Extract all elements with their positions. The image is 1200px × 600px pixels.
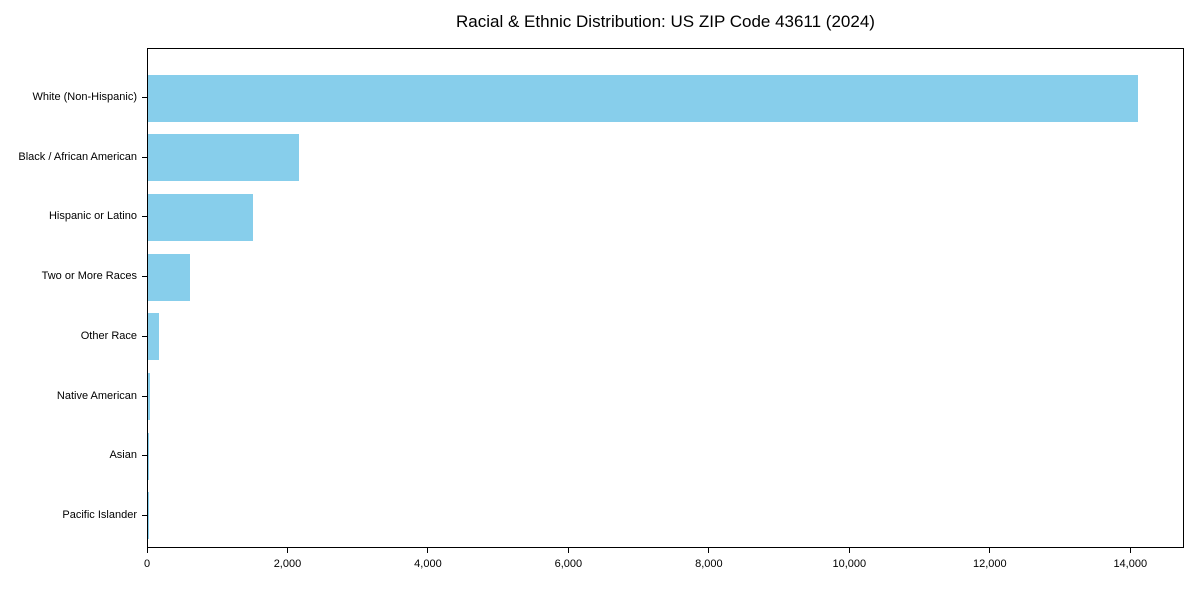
y-tick: [142, 335, 147, 337]
x-tick: [427, 548, 429, 553]
bar: [148, 313, 160, 361]
bar: [148, 193, 253, 241]
x-tick-label: 0: [143, 558, 151, 570]
y-tick: [142, 97, 147, 98]
bar: [148, 373, 151, 421]
x-tick-label: 6,000: [554, 558, 583, 570]
x-tick-label: 12,000: [972, 558, 1007, 570]
x-tick-label: 14,000: [1113, 558, 1148, 570]
y-tick: [142, 514, 147, 516]
bar: [148, 74, 1139, 122]
y-tick-label: Hispanic or Latino: [48, 210, 137, 223]
y-tick: [142, 276, 147, 278]
x-tick: [848, 548, 850, 553]
y-tick: [142, 455, 147, 457]
y-tick-label: Black / African American: [18, 150, 137, 163]
y-tick: [142, 156, 147, 158]
x-tick: [989, 548, 991, 553]
x-tick: [567, 548, 569, 553]
chart-title: Racial & Ethnic Distribution: US ZIP Cod…: [456, 12, 875, 31]
x-tick-label: 10,000: [832, 558, 867, 570]
x-tick: [708, 548, 710, 553]
x-tick-label: 8,000: [695, 558, 723, 570]
y-tick-label: Pacific Islander: [62, 508, 137, 521]
y-tick-label: White (Non-Hispanic): [32, 91, 137, 103]
x-tick: [146, 548, 148, 553]
plot-area: [147, 48, 1184, 548]
bar: [148, 432, 149, 480]
x-tick-label: 4,000: [414, 558, 442, 570]
x-tick-label: 2,000: [273, 558, 302, 570]
bar: [148, 253, 191, 301]
y-tick: [142, 216, 147, 218]
y-tick-label: Two or More Races: [41, 270, 137, 283]
y-tick-label: Other Race: [80, 329, 137, 342]
x-tick: [286, 548, 288, 553]
y-tick: [142, 395, 147, 397]
y-tick-label: Native American: [56, 389, 137, 402]
x-tick: [1129, 548, 1131, 553]
bar: [148, 134, 299, 182]
y-tick-label: Asian: [109, 449, 137, 462]
